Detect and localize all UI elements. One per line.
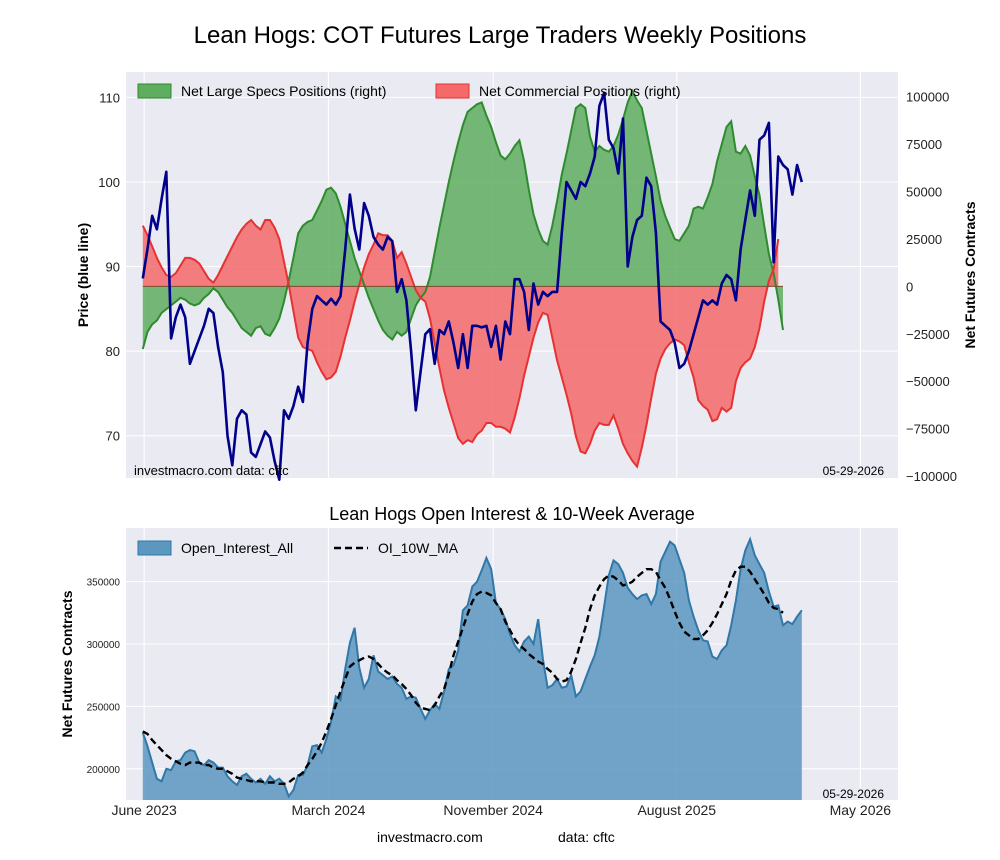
position-tick-label: 100000	[906, 90, 949, 105]
oi-tick-label: 200000	[87, 765, 121, 776]
position-axis-label: Net Futures Contracts	[962, 201, 978, 348]
legend-commercial-label: Net Commercial Positions (right)	[479, 83, 681, 99]
oi-area	[142, 539, 802, 800]
oi-tick-label: 250000	[87, 702, 121, 713]
legend-specs-label: Net Large Specs Positions (right)	[181, 83, 386, 99]
oi-tick-label: 300000	[87, 640, 121, 651]
legend-ma-label: OI_10W_MA	[378, 540, 459, 556]
position-tick-label: −75000	[906, 422, 950, 437]
figure-title: Lean Hogs: COT Futures Large Traders Wee…	[193, 22, 807, 49]
position-tick-label: 50000	[906, 185, 942, 200]
oi-line	[141, 536, 803, 799]
price-tick-label: 90	[106, 260, 120, 275]
price-line	[141, 91, 804, 481]
x-tick-label: November 2024	[443, 802, 543, 818]
oi-tick-label: 350000	[87, 578, 121, 589]
position-tick-label: −50000	[906, 374, 950, 389]
positions-date-note: 05-29-2026	[823, 464, 885, 478]
specs-line	[141, 88, 784, 350]
position-tick-label: 0	[906, 279, 913, 294]
price-tick-label: 80	[106, 344, 120, 359]
footer-site: investmacro.com	[377, 829, 483, 845]
position-tick-label: −25000	[906, 327, 950, 342]
price-tick-label: 110	[99, 90, 120, 105]
x-tick-label: March 2024	[291, 802, 365, 818]
legend-oi-swatch	[137, 540, 172, 556]
legend-commercial-swatch	[435, 83, 470, 99]
commercial-line	[141, 218, 780, 469]
position-tick-label: 75000	[906, 137, 942, 152]
positions-source-note: investmacro.com data: cftc	[134, 463, 289, 478]
legend-oi-label: Open_Interest_All	[181, 540, 293, 556]
price-tick-label: 100	[98, 175, 120, 190]
legend-specs-swatch	[137, 83, 172, 99]
price-axis-label: Price (blue line)	[75, 223, 91, 327]
x-tick-label: May 2026	[830, 802, 892, 818]
price-tick-label: 70	[106, 429, 120, 444]
oi-ma-line	[142, 565, 784, 785]
x-tick-label: June 2023	[111, 802, 177, 818]
footer-source: data: cftc	[558, 829, 615, 845]
position-tick-label: −100000	[906, 469, 957, 484]
oi-panel-title: Lean Hogs Open Interest & 10-Week Averag…	[329, 504, 695, 524]
x-tick-label: August 2025	[637, 802, 716, 818]
position-tick-label: 25000	[906, 232, 942, 247]
oi-axis-label: Net Futures Contracts	[59, 590, 75, 737]
oi-date-note: 05-29-2026	[823, 787, 885, 801]
